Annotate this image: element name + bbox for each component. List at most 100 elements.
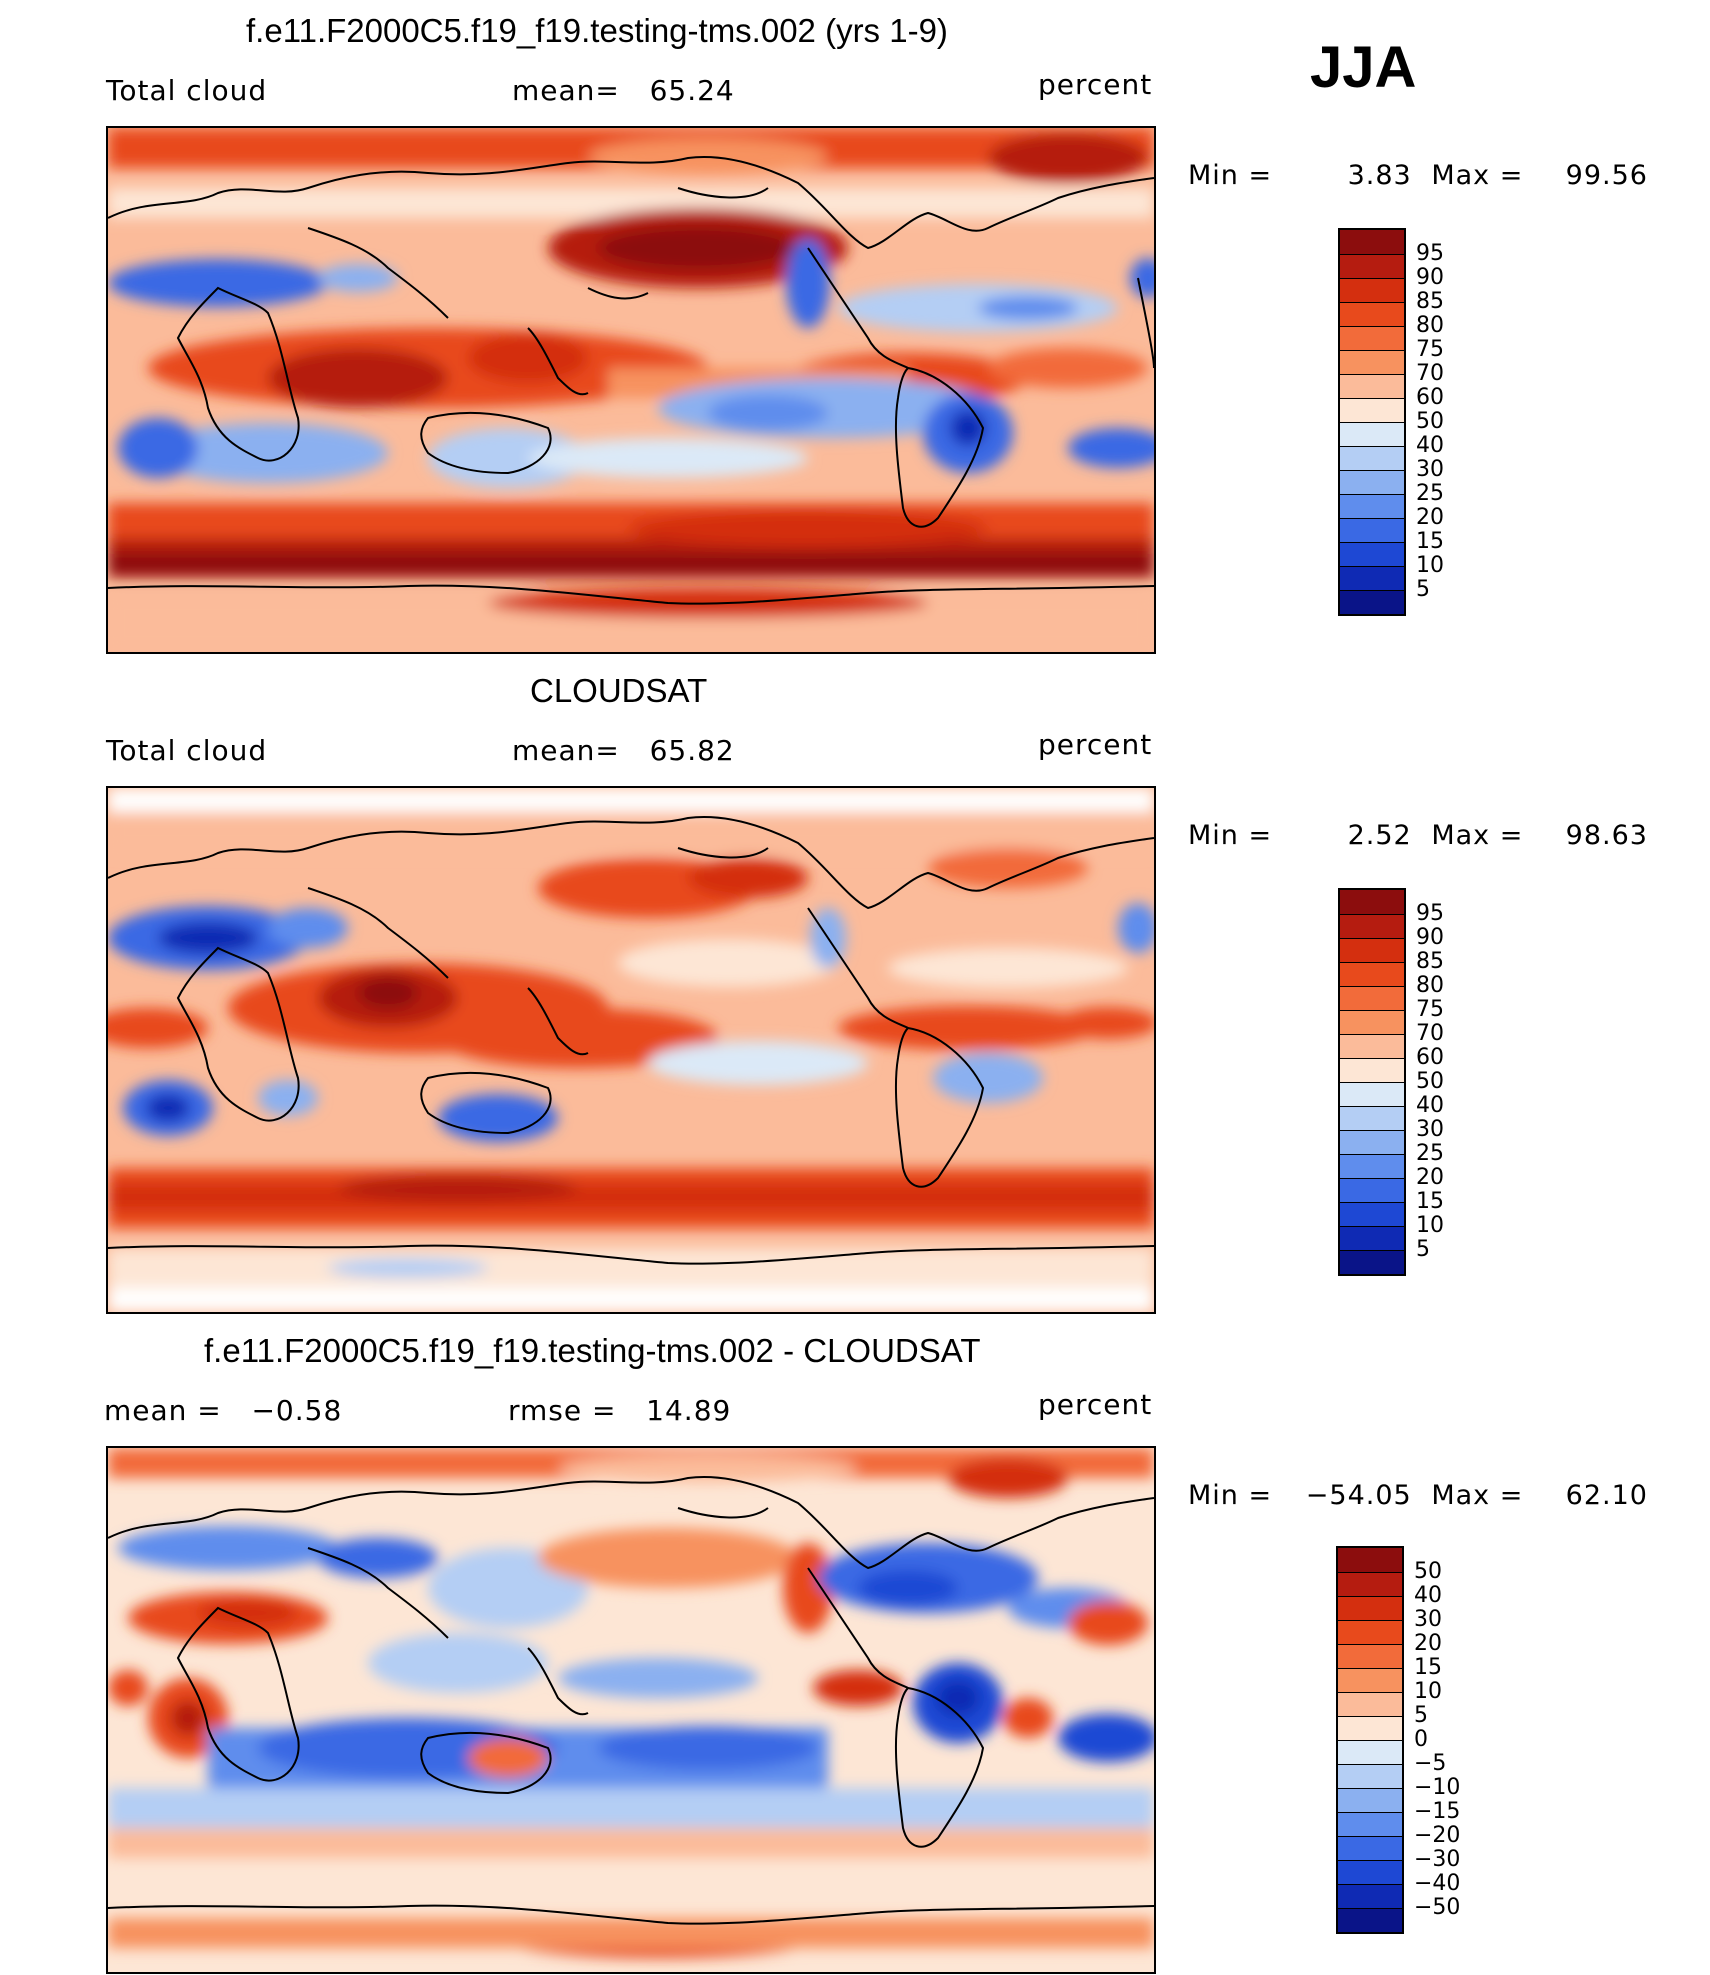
colorbar-tick-label: 50 bbox=[1414, 1559, 1442, 1584]
colorbar-tick-label: 80 bbox=[1416, 313, 1444, 338]
colorbar-tick-label: 15 bbox=[1416, 1189, 1444, 1214]
panel3-cb-box bbox=[1338, 1860, 1402, 1884]
panel3-map bbox=[106, 1446, 1156, 1974]
colorbar-tick-label: 70 bbox=[1416, 361, 1444, 386]
panel3-min-value: −54.05 bbox=[1305, 1480, 1412, 1511]
colorbar-tick-label: 10 bbox=[1416, 553, 1444, 578]
colorbar-tick-label: 90 bbox=[1416, 265, 1444, 290]
panel3-cb-box bbox=[1338, 1740, 1402, 1764]
colorbar-tick-label: −30 bbox=[1414, 1847, 1461, 1872]
colorbar-tick-label: −50 bbox=[1414, 1895, 1461, 1920]
panel1-cb-box bbox=[1340, 398, 1404, 422]
panel3-cb-box bbox=[1338, 1908, 1402, 1932]
colorbar-tick-label: 50 bbox=[1416, 409, 1444, 434]
colorbar-tick-label: 20 bbox=[1416, 505, 1444, 530]
panel2-colorbar bbox=[1338, 888, 1406, 1276]
panel1-cb-box bbox=[1340, 518, 1404, 542]
panel2-cb-box bbox=[1340, 1250, 1404, 1274]
colorbar-tick-label: 40 bbox=[1416, 1093, 1444, 1118]
panel1-cb-box bbox=[1340, 494, 1404, 518]
colorbar-tick-label: −20 bbox=[1414, 1823, 1461, 1848]
panel2-max-label: Max = bbox=[1431, 820, 1524, 851]
panel2-mean-label: mean= 65.82 bbox=[512, 734, 735, 767]
panel2-cb-box bbox=[1340, 1202, 1404, 1226]
panel3-map-svg bbox=[108, 1448, 1154, 1972]
panel3-cb-box bbox=[1338, 1764, 1402, 1788]
colorbar-tick-label: 5 bbox=[1416, 577, 1430, 602]
colorbar-tick-label: 15 bbox=[1416, 529, 1444, 554]
panel1-units-label: percent bbox=[1038, 68, 1153, 101]
panel2-cb-box bbox=[1340, 1226, 1404, 1250]
colorbar-tick-label: 30 bbox=[1414, 1607, 1442, 1632]
colorbar-tick-label: 95 bbox=[1416, 241, 1444, 266]
panel1-colorbar bbox=[1338, 228, 1406, 616]
panel1-min-label: Min = bbox=[1188, 160, 1273, 191]
panel3-cb-box bbox=[1338, 1836, 1402, 1860]
panel3-title: f.e11.F2000C5.f19_f19.testing-tms.002 - … bbox=[204, 1332, 981, 1369]
coastlines bbox=[108, 156, 1154, 605]
panel2-cb-box bbox=[1340, 1106, 1404, 1130]
colorbar-tick-label: 20 bbox=[1414, 1631, 1442, 1656]
colorbar-tick-label: −40 bbox=[1414, 1871, 1461, 1896]
panel2-variable-label: Total cloud bbox=[106, 734, 268, 767]
panel2-units-label: percent bbox=[1038, 728, 1153, 761]
panel3-max-value: 62.10 bbox=[1565, 1480, 1648, 1511]
colorbar-tick-label: 70 bbox=[1416, 1021, 1444, 1046]
panel3-cb-box bbox=[1338, 1596, 1402, 1620]
panel1-mean-label: mean= 65.24 bbox=[512, 74, 735, 107]
panel3-cb-box bbox=[1338, 1644, 1402, 1668]
panel1-cb-box bbox=[1340, 374, 1404, 398]
colorbar-tick-label: 60 bbox=[1416, 385, 1444, 410]
panel1-variable-label: Total cloud bbox=[106, 74, 268, 107]
coastlines bbox=[108, 1476, 1154, 1925]
colorbar-tick-label: 50 bbox=[1416, 1069, 1444, 1094]
colorbar-tick-label: 25 bbox=[1416, 1141, 1444, 1166]
colorbar-tick-label: 20 bbox=[1416, 1165, 1444, 1190]
panel3-cb-box bbox=[1338, 1548, 1402, 1572]
panel2-cb-box bbox=[1340, 914, 1404, 938]
colorbar-tick-label: 95 bbox=[1416, 901, 1444, 926]
panel1-minmax: Min = 3.83 Max = 99.56 bbox=[1188, 160, 1648, 191]
panel3-cb-box bbox=[1338, 1572, 1402, 1596]
colorbar-tick-label: 25 bbox=[1416, 481, 1444, 506]
panel1-cb-box bbox=[1340, 470, 1404, 494]
panel1-title: f.e11.F2000C5.f19_f19.testing-tms.002 (y… bbox=[246, 12, 948, 49]
panel2-cb-box bbox=[1340, 1154, 1404, 1178]
colorbar-tick-label: −5 bbox=[1414, 1751, 1447, 1776]
colorbar-tick-label: 85 bbox=[1416, 289, 1444, 314]
panel2-cb-box bbox=[1340, 1130, 1404, 1154]
panel2-max-value: 98.63 bbox=[1565, 820, 1648, 851]
panel3-mean-label: mean = −0.58 bbox=[104, 1394, 343, 1427]
panel2-min-label: Min = bbox=[1188, 820, 1273, 851]
colorbar-tick-label: 85 bbox=[1416, 949, 1444, 974]
colorbar-tick-label: 30 bbox=[1416, 457, 1444, 482]
panel3-min-label: Min = bbox=[1188, 1480, 1273, 1511]
colorbar-tick-label: 40 bbox=[1414, 1583, 1442, 1608]
panel2-cb-box bbox=[1340, 986, 1404, 1010]
colorbar-tick-label: −10 bbox=[1414, 1775, 1461, 1800]
panel2-cb-box bbox=[1340, 1010, 1404, 1034]
colorbar-tick-label: 60 bbox=[1416, 1045, 1444, 1070]
season-label: JJA bbox=[1310, 35, 1417, 100]
colorbar-tick-label: 0 bbox=[1414, 1727, 1428, 1752]
colorbar-tick-label: 10 bbox=[1414, 1679, 1442, 1704]
panel3-units-label: percent bbox=[1038, 1388, 1153, 1421]
colorbar-tick-label: 5 bbox=[1416, 1237, 1430, 1262]
panel2-map bbox=[106, 786, 1156, 1314]
panel3-minmax: Min = −54.05 Max = 62.10 bbox=[1188, 1480, 1648, 1511]
coastlines bbox=[108, 816, 1154, 1265]
panel1-map-svg bbox=[108, 128, 1154, 652]
panel2-map-svg bbox=[108, 788, 1154, 1312]
panel1-map bbox=[106, 126, 1156, 654]
panel3-max-label: Max = bbox=[1431, 1480, 1524, 1511]
panel3-cb-box bbox=[1338, 1788, 1402, 1812]
colorbar-tick-label: 5 bbox=[1414, 1703, 1428, 1728]
panel1-cb-box bbox=[1340, 446, 1404, 470]
panel3-rmse-label: rmse = 14.89 bbox=[508, 1394, 732, 1427]
panel2-minmax: Min = 2.52 Max = 98.63 bbox=[1188, 820, 1648, 851]
panel2-cb-box bbox=[1340, 1082, 1404, 1106]
colorbar-tick-label: −15 bbox=[1414, 1799, 1461, 1824]
panel2-cb-box bbox=[1340, 962, 1404, 986]
panel3-cb-box bbox=[1338, 1620, 1402, 1644]
panel1-cb-box bbox=[1340, 566, 1404, 590]
